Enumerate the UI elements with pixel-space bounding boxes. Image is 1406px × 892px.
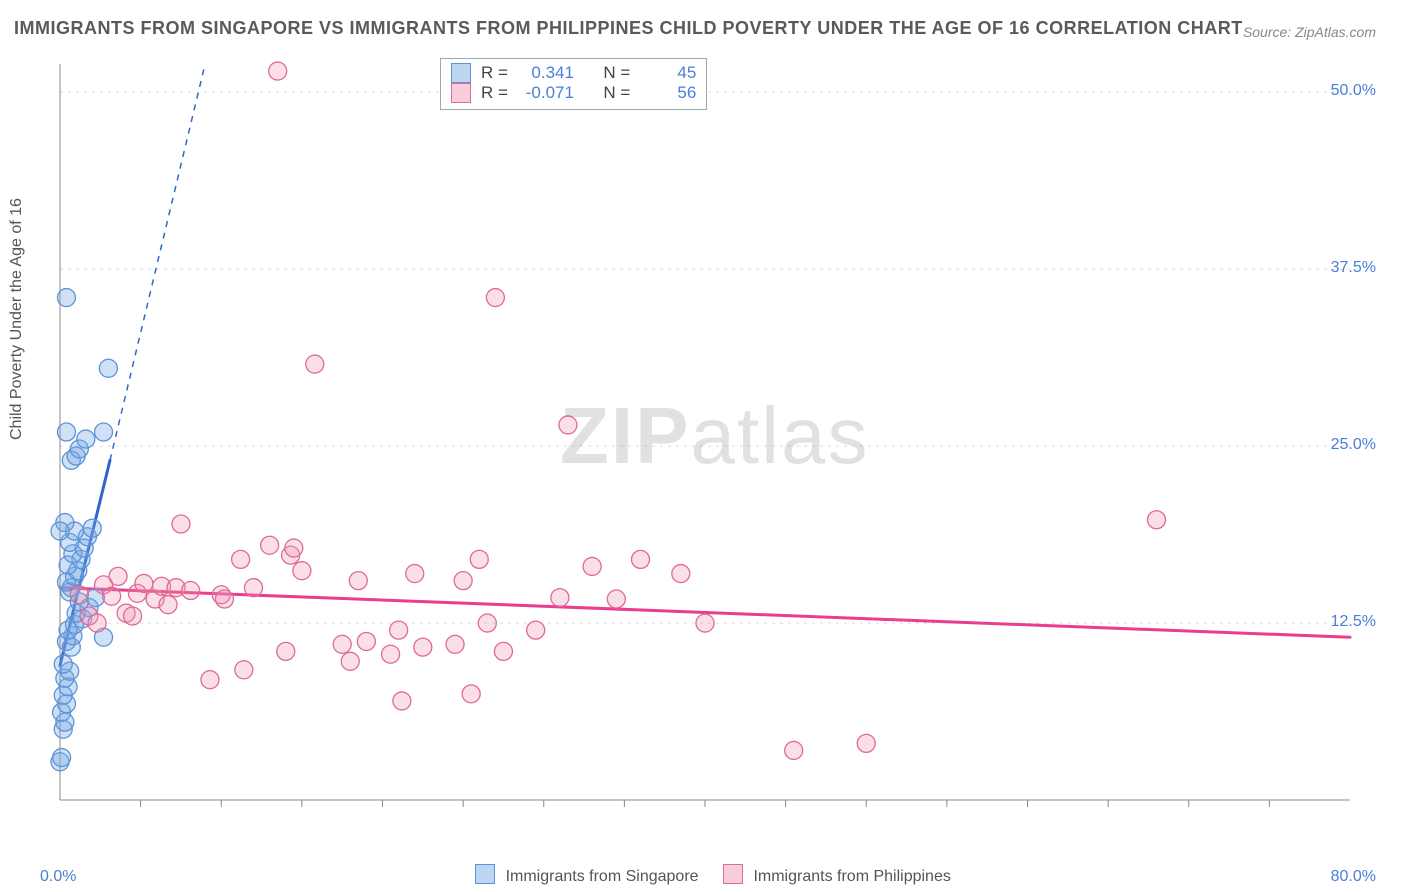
legend-bottom: Immigrants from Singapore Immigrants fro… <box>0 864 1406 886</box>
correlation-stats-box: R = 0.341 N = 45 R = -0.071 N = 56 <box>440 58 707 110</box>
y-tick-label: 50.0% <box>1331 82 1376 100</box>
legend-swatch-philippines <box>723 864 743 884</box>
plot-area <box>50 60 1380 830</box>
r-value-philippines: -0.071 <box>518 83 574 103</box>
stats-row-philippines: R = -0.071 N = 56 <box>451 83 696 103</box>
n-label: N = <box>603 63 630 83</box>
swatch-singapore <box>451 63 471 83</box>
scatter-chart-svg <box>50 60 1380 830</box>
r-label: R = <box>481 63 508 83</box>
swatch-philippines <box>451 83 471 103</box>
n-value-philippines: 56 <box>640 83 696 103</box>
n-label: N = <box>603 83 630 103</box>
y-tick-label: 25.0% <box>1331 436 1376 454</box>
chart-title: IMMIGRANTS FROM SINGAPORE VS IMMIGRANTS … <box>14 18 1243 39</box>
legend-label-singapore: Immigrants from Singapore <box>506 868 699 885</box>
r-value-singapore: 0.341 <box>518 63 574 83</box>
legend-label-philippines: Immigrants from Philippines <box>753 868 950 885</box>
y-tick-label: 37.5% <box>1331 259 1376 277</box>
y-tick-label: 12.5% <box>1331 613 1376 631</box>
legend-swatch-singapore <box>475 864 495 884</box>
r-label: R = <box>481 83 508 103</box>
n-value-singapore: 45 <box>640 63 696 83</box>
stats-row-singapore: R = 0.341 N = 45 <box>451 63 696 83</box>
source-citation: Source: ZipAtlas.com <box>1243 24 1376 40</box>
y-axis-label: Child Poverty Under the Age of 16 <box>8 198 26 440</box>
